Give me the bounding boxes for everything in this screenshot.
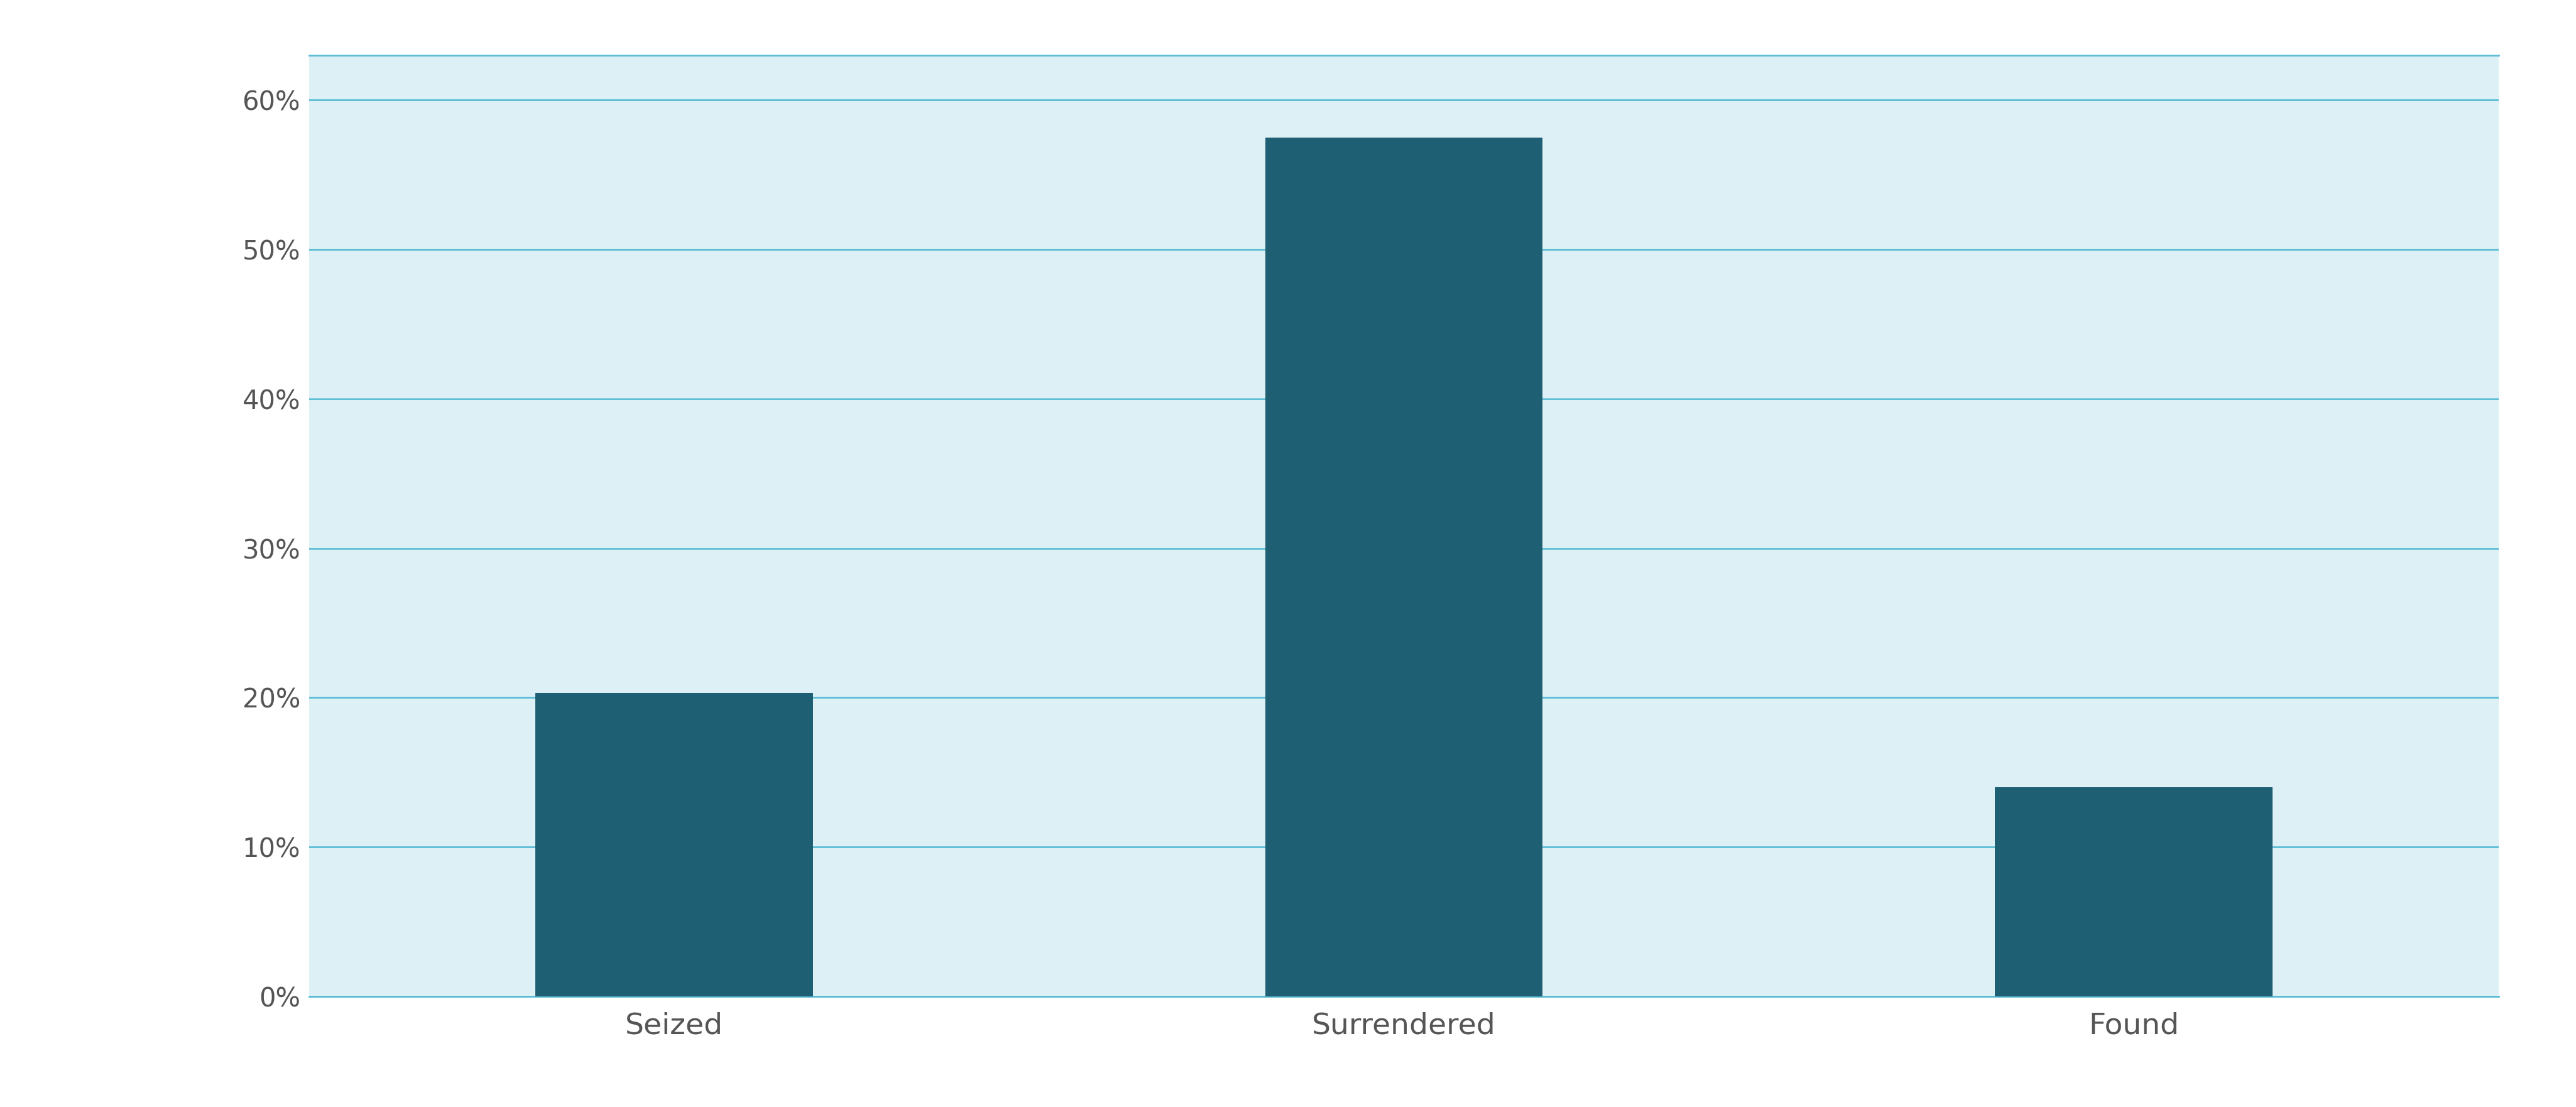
Bar <box>1994 787 2272 996</box>
Bar <box>1265 137 1543 996</box>
Bar <box>536 693 811 996</box>
